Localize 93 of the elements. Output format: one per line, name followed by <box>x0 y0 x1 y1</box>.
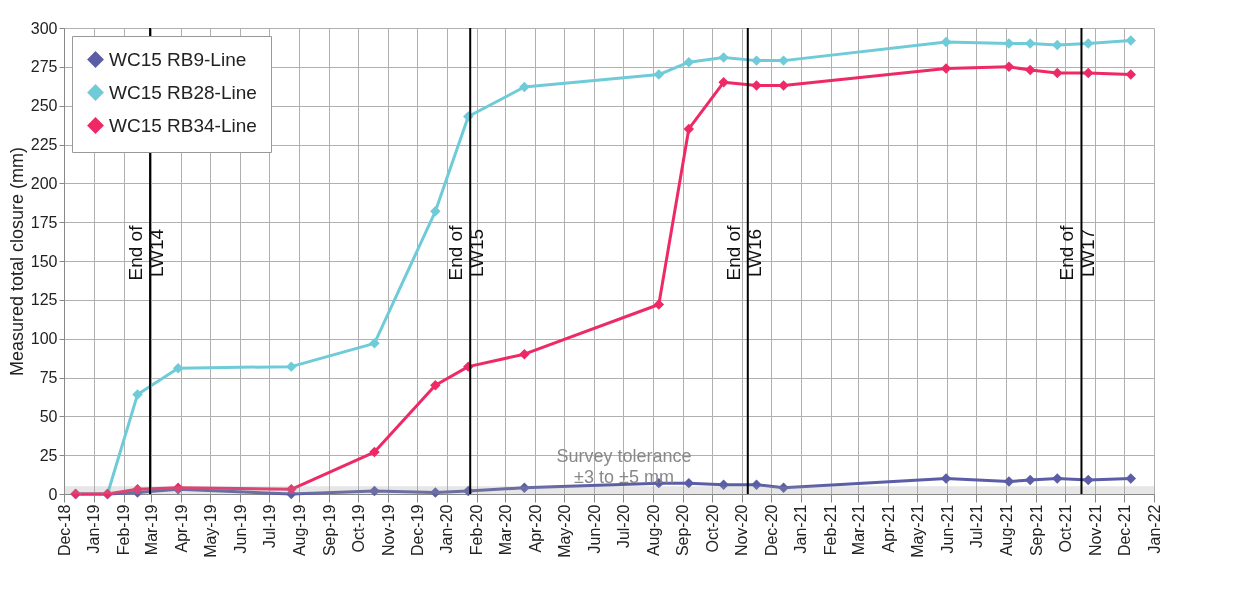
point <box>519 81 530 93</box>
point <box>683 123 695 135</box>
x-tick-label: Sep-19 <box>320 504 338 557</box>
y-axis-title: Measured total closure (mm) <box>6 146 27 377</box>
x-tick-label: Aug-19 <box>290 504 308 557</box>
point <box>286 361 297 372</box>
y-tick-label: 275 <box>30 58 58 76</box>
point <box>369 485 380 497</box>
point <box>369 338 380 349</box>
x-tick-label: Dec-21 <box>1115 504 1133 557</box>
point <box>430 206 441 217</box>
point <box>940 63 952 74</box>
x-tick-label: Jan-19 <box>85 504 103 554</box>
point <box>430 380 441 391</box>
y-tick-label: 125 <box>30 291 58 309</box>
point <box>1125 69 1137 80</box>
point <box>1052 67 1063 79</box>
y-tick-label: 225 <box>30 136 58 153</box>
point <box>1052 39 1063 51</box>
point <box>1003 476 1015 487</box>
legend-label: WC15 RB9-Line <box>109 48 247 70</box>
x-tick-label: May-21 <box>908 504 926 558</box>
x-tick-label: Sep-21 <box>1027 504 1045 557</box>
y-tick-label: 300 <box>30 19 58 37</box>
point <box>718 479 729 490</box>
x-tick-label: Apr-19 <box>172 504 190 553</box>
x-tick-label: Jul-20 <box>614 504 632 549</box>
legend-label: WC15 RB28-Line <box>109 81 257 103</box>
x-tick-label: Jun-19 <box>231 504 249 554</box>
point <box>430 487 441 498</box>
y-tick-label: 25 <box>39 446 58 464</box>
point <box>653 299 665 310</box>
y-tick-label: 150 <box>30 252 58 270</box>
x-tick-label: Nov-20 <box>733 504 751 557</box>
point <box>369 446 380 458</box>
ref-line-label: End of LW15 <box>445 224 488 281</box>
point <box>683 56 695 68</box>
ref-line-label: End of LW14 <box>125 224 168 281</box>
x-tick-label: Oct-19 <box>349 504 367 553</box>
point <box>718 52 729 63</box>
x-tick-label: Oct-20 <box>703 504 721 553</box>
x-tick-label: Mar-21 <box>849 504 867 556</box>
point <box>519 482 530 494</box>
point <box>718 77 729 88</box>
x-tick-label: Nov-21 <box>1086 504 1104 557</box>
point <box>519 348 530 360</box>
x-tick-label: Sep-20 <box>674 504 692 557</box>
point <box>1125 473 1137 484</box>
x-tick-label: Aug-20 <box>644 504 662 557</box>
point <box>286 484 297 495</box>
x-tick-label: Nov-19 <box>379 504 397 557</box>
x-tick-label: Jun-21 <box>938 504 956 554</box>
point <box>778 482 789 494</box>
x-tick-label: Jul-21 <box>967 504 985 549</box>
x-tick-label: Apr-21 <box>879 504 897 553</box>
x-tick-label: Feb-19 <box>115 504 133 556</box>
point <box>132 389 143 400</box>
x-tick-label: Aug-21 <box>997 504 1015 557</box>
y-tick-label: 0 <box>48 485 58 503</box>
x-tick-label: Dec-19 <box>408 504 426 557</box>
y-tick-label: 200 <box>30 174 58 192</box>
y-tick-label: 50 <box>39 407 58 425</box>
x-tick-label: Jun-20 <box>585 504 603 554</box>
x-tick-label: Oct-21 <box>1056 504 1074 553</box>
x-tick-label: Feb-20 <box>468 504 486 556</box>
point <box>172 362 184 374</box>
x-tick-label: Mar-20 <box>496 504 514 556</box>
y-tick-label: 100 <box>30 330 58 348</box>
x-tick-label: Feb-21 <box>822 504 840 556</box>
x-tick-label: Apr-20 <box>526 504 544 553</box>
point <box>751 80 762 91</box>
point <box>1052 473 1063 484</box>
point <box>1125 35 1137 46</box>
x-tick-label: Dec-18 <box>55 504 73 557</box>
y-tick-label: 175 <box>30 213 58 231</box>
x-tick-label: Jan-20 <box>438 504 456 554</box>
y-tick-label: 75 <box>39 369 58 386</box>
point <box>940 473 952 484</box>
x-tick-label: Jul-19 <box>260 504 278 549</box>
point <box>653 69 665 80</box>
point <box>1024 64 1036 76</box>
x-tick-label: May-19 <box>201 504 219 558</box>
point <box>1003 61 1015 73</box>
point <box>751 479 762 490</box>
x-tick-label: May-20 <box>555 504 573 558</box>
x-tick-label: Jan-22 <box>1145 504 1163 554</box>
x-tick-label: Jan-21 <box>792 504 810 554</box>
y-tick-label: 250 <box>30 97 58 115</box>
ref-line-label: End of LW16 <box>722 224 765 281</box>
ref-line-label: End of LW17 <box>1056 224 1099 281</box>
x-tick-label: Dec-20 <box>762 504 780 557</box>
x-tick-label: Mar-19 <box>142 504 160 556</box>
legend-label: WC15 RB34-Line <box>109 114 257 136</box>
